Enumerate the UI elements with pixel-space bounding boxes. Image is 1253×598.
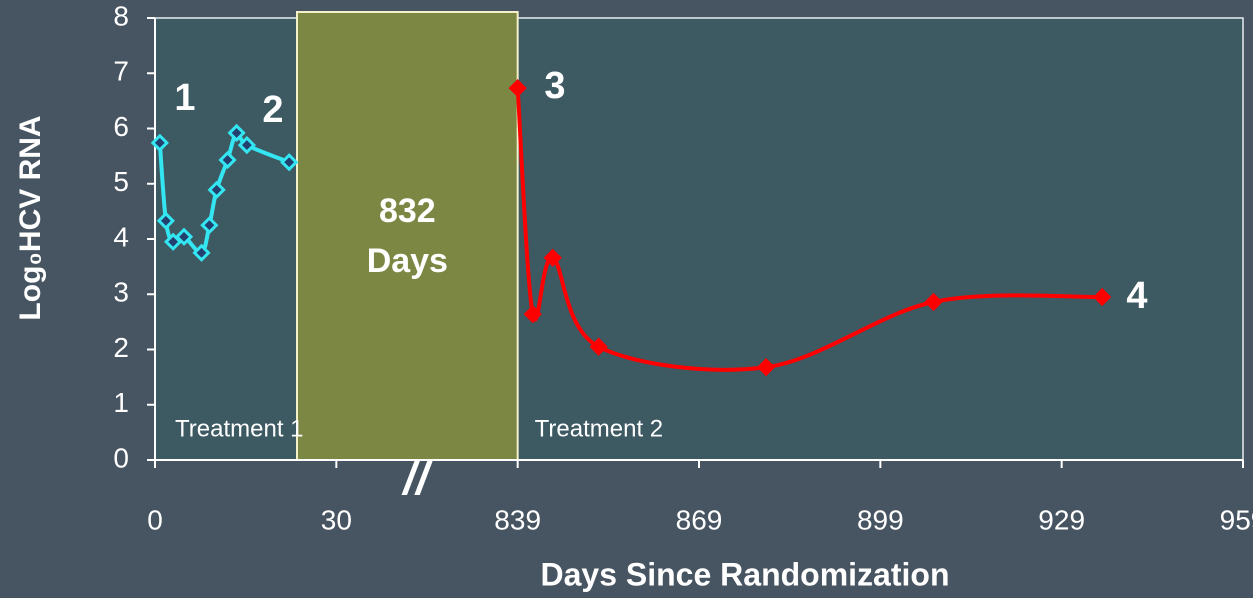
axis-break: // — [401, 452, 433, 504]
y-tick-label: 3 — [113, 277, 129, 308]
x-tick-label: 929 — [1038, 504, 1085, 535]
point-label: 1 — [174, 77, 195, 119]
region-label: Treatment 2 — [535, 415, 664, 442]
data-point — [237, 135, 256, 155]
data-point — [192, 243, 211, 262]
point-label: 4 — [1126, 275, 1147, 317]
data-point — [156, 211, 176, 230]
gap-box-label: Days — [367, 242, 448, 280]
data-point — [280, 153, 299, 172]
y-tick-label: 6 — [113, 111, 129, 142]
data-point — [543, 248, 562, 267]
y-tick-label: 7 — [113, 56, 129, 87]
data-point — [227, 123, 246, 143]
y-tick-label: 4 — [113, 221, 129, 252]
point-label: 2 — [262, 89, 283, 131]
region-label: Treatment 1 — [175, 415, 304, 442]
data-point — [924, 292, 943, 312]
point-label: 3 — [544, 65, 565, 107]
data-point — [200, 216, 219, 235]
data-point — [589, 337, 608, 356]
x-tick-label: 839 — [494, 504, 541, 535]
x-tick-label: 899 — [857, 504, 904, 535]
data-point — [1093, 287, 1112, 307]
x-tick-label: 959 — [1220, 504, 1253, 535]
data-point — [756, 358, 776, 377]
data-point — [150, 133, 169, 152]
y-tick-label: 1 — [113, 387, 129, 418]
data-point — [508, 79, 527, 98]
x-tick-label: 0 — [147, 504, 163, 535]
x-axis-title: Days Since Randomization — [541, 556, 950, 592]
data-point — [207, 180, 226, 199]
gap-box-label: 832 — [379, 192, 436, 230]
x-tick-label: 30 — [321, 504, 352, 535]
y-tick-label: 5 — [113, 166, 129, 197]
y-axis-title: Log₀HCV RNA — [14, 115, 47, 320]
gap-box — [296, 11, 519, 461]
data-point — [218, 150, 237, 170]
y-tick-label: 8 — [113, 0, 129, 31]
data-point — [174, 227, 194, 246]
y-tick-label: 2 — [113, 332, 129, 363]
data-point — [523, 305, 542, 324]
y-tick-label: 0 — [113, 442, 129, 473]
x-tick-label: 869 — [676, 504, 723, 535]
